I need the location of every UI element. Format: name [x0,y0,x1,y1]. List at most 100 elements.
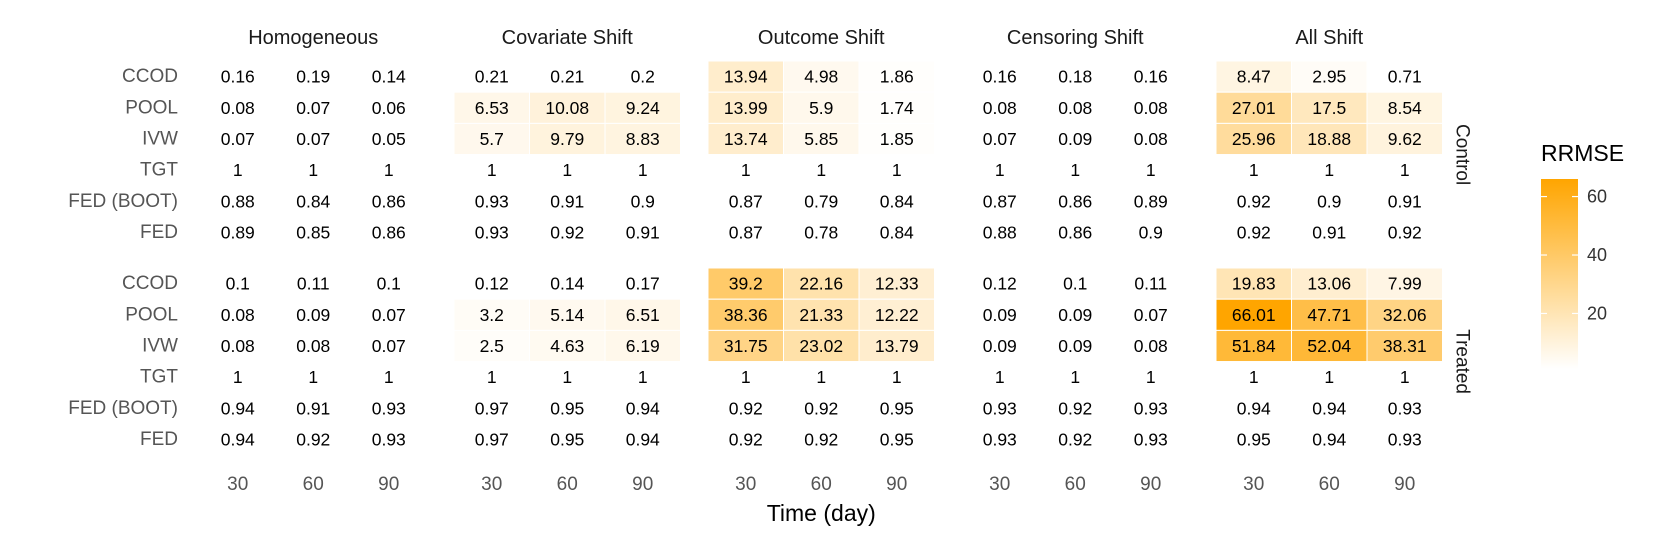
heatmap-cell [604,267,681,300]
cell-value-label: 1 [1146,367,1156,387]
heatmap-cell [350,329,427,363]
cell-value-label: 0.91 [1312,223,1346,243]
row-label-control-fed: FED [140,222,178,243]
legend-tick-label: 20 [1587,303,1607,323]
x-tick-label: 30 [227,474,248,495]
x-tick-label: 60 [1319,474,1340,495]
cell-value-label: 1 [233,367,243,387]
cell-value-label: 0.07 [221,129,255,149]
heatmap-cell [199,91,276,124]
facet-title-censoring-shift: Censoring Shift [1007,27,1144,49]
heatmap-cell [858,122,935,156]
heatmap-cell [199,329,276,363]
cell-value-label: 9.79 [550,129,584,149]
cell-value-label: 0.1 [226,274,250,294]
cell-value-label: 0.09 [1058,305,1092,325]
heatmap-cell [1291,361,1368,394]
cell-value-label: 0.97 [475,398,509,418]
heatmap-cell [1291,91,1368,124]
heatmap-cell [858,361,935,394]
cell-value-label: 0.08 [221,305,255,325]
cell-value-label: 6.51 [626,305,660,325]
cell-value-label: 0.87 [729,223,763,243]
cell-value-label: 22.16 [799,274,843,294]
heatmap-cell [707,185,784,218]
cell-value-label: 1.74 [880,98,914,118]
row-label-control-tgt: TGT [140,160,178,181]
heatmap-cell [1366,122,1443,156]
heatmap-cell [1291,185,1368,218]
cell-value-label: 38.36 [724,305,768,325]
cell-value-label: 1 [487,367,497,387]
heatmap-cell [783,298,860,331]
x-tick-label: 30 [989,474,1010,495]
cell-value-label: 0.05 [372,129,406,149]
cell-value-label: 1 [308,367,318,387]
heatmap-cell [350,91,427,124]
heatmap-cell [961,122,1038,156]
heatmap-cell [783,361,860,394]
legend-colorbar [1541,179,1578,369]
cell-value-label: 0.92 [1388,223,1422,243]
cell-value-label: 1 [308,160,318,180]
heatmap-cell [529,298,606,331]
heatmap-cell [1366,91,1443,124]
cell-value-label: 1 [741,367,751,387]
heatmap-cell [707,361,784,394]
heatmap-cell [783,329,860,363]
heatmap-cell [1112,91,1189,124]
heatmap-cell [1215,298,1292,331]
heatmap-cell [961,267,1038,300]
heatmap-cell [783,91,860,124]
cell-value-label: 23.02 [799,336,843,356]
row-label-control-pool: POOL [125,97,178,118]
heatmap-cell [604,185,681,218]
cell-value-label: 0.08 [1134,129,1168,149]
cell-value-label: 25.96 [1232,129,1276,149]
x-tick-label: 90 [632,474,653,495]
cell-value-label: 0.71 [1388,67,1422,87]
cell-value-label: 1 [892,160,902,180]
cell-value-label: 0.92 [1237,223,1271,243]
cell-value-label: 0.94 [626,430,660,450]
cell-value-label: 0.92 [1237,191,1271,211]
heatmap-cell [1112,423,1189,456]
heatmap-cell [453,91,530,124]
cell-value-label: 0.1 [377,274,401,294]
heatmap-cell [1291,298,1368,331]
cell-value-label: 0.78 [804,223,838,243]
cell-value-label: 0.09 [983,305,1017,325]
cell-value-label: 13.06 [1307,274,1351,294]
cell-value-label: 31.75 [724,336,768,356]
heatmap-cell [1366,329,1443,363]
cell-value-label: 0.92 [804,398,838,418]
heatmap-labels: Homogeneous Covariate Shift Outcome Shift C… [68,27,1472,526]
cell-value-label: 1 [741,160,751,180]
cell-value-label: 9.24 [626,98,660,118]
cell-value-label: 13.79 [875,336,919,356]
cell-value-label: 1 [1400,367,1410,387]
cell-value-label: 0.08 [1134,336,1168,356]
heatmap-cell [453,185,530,218]
cell-value-label: 1 [1070,367,1080,387]
heatmap-cell [199,60,276,93]
heatmap-cell [707,267,784,300]
heatmap-cell [199,154,276,187]
heatmap-cell [961,60,1038,93]
heatmap-cell [1291,329,1368,363]
cell-value-label: 0.86 [372,191,406,211]
cell-value-label: 8.83 [626,129,660,149]
cell-value-label: 13.74 [724,129,768,149]
cell-value-label: 0.93 [475,223,509,243]
heatmap-cell [1215,361,1292,394]
heatmap-cell [275,298,352,331]
heatmap-cell [604,154,681,187]
cell-value-label: 0.87 [983,191,1017,211]
heatmap-cell [604,91,681,124]
heatmap-cell [529,154,606,187]
cell-value-label: 5.85 [804,129,838,149]
x-axis-title: Time (day) [767,500,876,526]
heatmap-cell [1037,154,1114,187]
cell-value-label: 1 [384,367,394,387]
cell-value-label: 13.99 [724,98,768,118]
